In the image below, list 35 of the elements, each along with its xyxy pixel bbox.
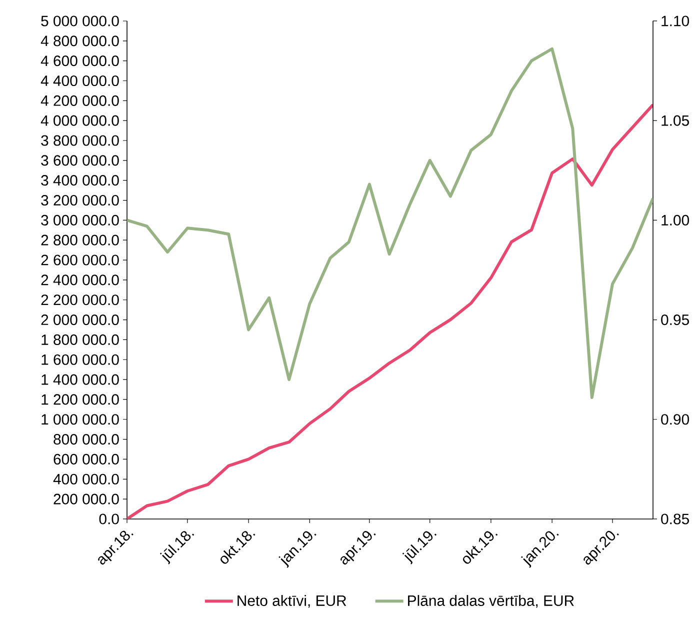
y-tick-label: 2 200 000.0 — [41, 294, 119, 306]
y-tick-label: 3 800 000.0 — [41, 135, 119, 146]
y-tick-label: 1 600 000.0 — [42, 354, 119, 365]
y-tick-label: 3 400 000.0 — [41, 175, 119, 186]
y-tick-label: 4 400 000.0 — [40, 75, 119, 86]
y-tick-label: 2 800 000.0 — [41, 234, 119, 246]
y2-tick-label: 0.95 — [661, 314, 689, 326]
y-tick-label: 1 800 000.0 — [42, 334, 119, 345]
y2-tick-label: 1.05 — [662, 115, 689, 126]
y-tick-label: 3 600 000.0 — [41, 155, 119, 166]
y-tick-label: 3 200 000.0 — [41, 194, 119, 206]
y-tick-label: 4 600 000.0 — [40, 56, 119, 66]
y-tick-label: 200 000.0 — [54, 494, 119, 504]
y2-tick-label: 0.85 — [661, 514, 689, 524]
y-tick-label: 400 000.0 — [53, 474, 119, 484]
y2-tick-label: 0.90 — [661, 414, 690, 425]
y-tick-label: 1 000 000.0 — [42, 414, 119, 425]
y-tick-label: 1 400 000.0 — [42, 374, 119, 385]
y2-tick-label: 1.00 — [662, 214, 690, 226]
y-tick-label: 4 200 000.0 — [40, 95, 119, 106]
y-tick-label: 4 000 000.0 — [40, 115, 119, 126]
line-series — [127, 47, 654, 399]
y2-tick-label: 1.10 — [662, 16, 690, 26]
legend-label: Neto aktīvi, EUR — [238, 594, 346, 608]
legend-label: Plāna dalas vērtība, EUR — [408, 594, 574, 608]
y-tick-label: 600 000.0 — [54, 454, 119, 465]
y-tick-label: 2 400 000.0 — [41, 274, 119, 286]
y-tick-label: 2 600 000.0 — [41, 254, 119, 266]
y-tick-label: 3 000 000.0 — [41, 214, 119, 226]
y-tick-label: 0.0 — [99, 514, 119, 524]
y-tick-label: 5 000 000.0 — [41, 16, 119, 26]
y-tick-label: 800 000.0 — [54, 434, 119, 445]
y-tick-label: 4 800 000.0 — [40, 36, 119, 46]
y-tick-label: 2 000 000.0 — [41, 314, 119, 326]
y-tick-label: 1 200 000.0 — [42, 394, 119, 405]
